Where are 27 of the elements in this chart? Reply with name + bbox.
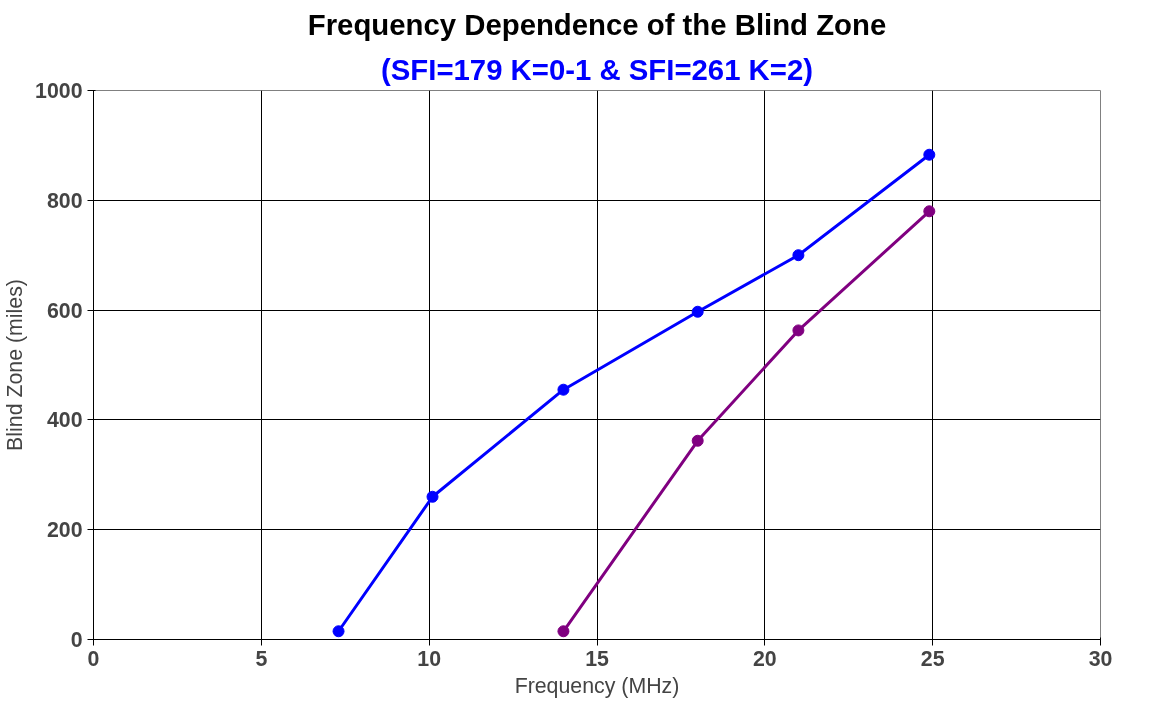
x-tick-label: 10 <box>417 646 442 671</box>
y-tick-label: 400 <box>46 408 83 433</box>
x-tick-label: 30 <box>1088 646 1113 671</box>
y-axis-title: Blind Zone (miles) <box>3 279 28 451</box>
point <box>923 205 936 218</box>
y-tick-label: 600 <box>46 298 83 323</box>
point <box>557 383 570 396</box>
point <box>923 148 936 161</box>
point <box>792 249 805 262</box>
x-tick-label: 20 <box>752 646 777 671</box>
y-tick-label: 800 <box>46 188 83 213</box>
point <box>557 625 570 638</box>
y-tick-label: 1000 <box>35 79 83 103</box>
chart-title: Frequency Dependence of the Blind Zone <box>307 7 887 41</box>
y-tick-label: 200 <box>46 518 83 543</box>
x-axis-title: Frequency (MHz) <box>514 673 680 698</box>
point <box>691 434 704 447</box>
x-tick-label: 5 <box>255 646 268 671</box>
point <box>426 490 439 503</box>
x-tick-label: 25 <box>920 646 945 671</box>
y-tick-label: 0 <box>70 628 83 652</box>
chart-subtitle: (SFI=179 K=0-1 & SFI=261 K=2) <box>381 52 814 86</box>
x-tick-label: 15 <box>585 646 609 671</box>
x-tick-label: 0 <box>87 646 100 671</box>
point <box>332 625 345 638</box>
point <box>691 305 704 318</box>
point <box>792 324 805 337</box>
